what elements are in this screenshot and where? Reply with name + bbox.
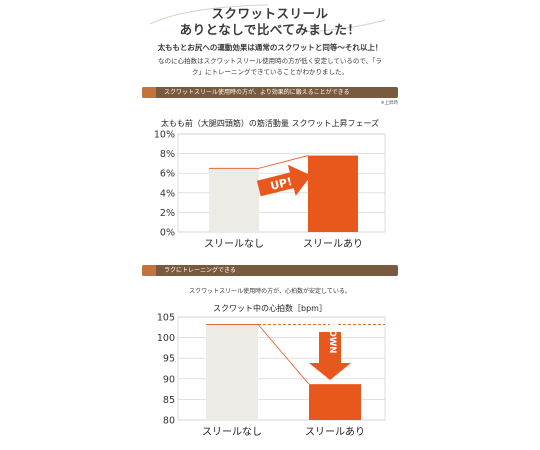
headline-swoosh-decoration bbox=[149, 4, 386, 33]
banner-cap-decoration bbox=[142, 265, 156, 276]
y-tick-label: 95 bbox=[163, 354, 175, 365]
bar-without-sliel bbox=[209, 168, 259, 232]
section1-banner: スクワットスリール使用時の方が、より効果的に鍛えることができる bbox=[142, 87, 398, 98]
up-arrow-shape bbox=[256, 164, 312, 197]
up-arrow-icon: UP! bbox=[256, 164, 312, 197]
x-category-label: スリールあり bbox=[305, 426, 365, 438]
bar-with-sliel bbox=[309, 384, 361, 420]
y-tick-label: 0% bbox=[160, 228, 175, 239]
y-tick-label: 85 bbox=[163, 395, 175, 406]
up-arrow-label: UP! bbox=[269, 175, 294, 193]
y-tick-label: 80 bbox=[163, 416, 175, 427]
section2-subtitle: スクワットスリール使用時の方が、心拍数が安定している。 bbox=[189, 288, 351, 295]
chart2-title: スクワット中の心拍数［bpm］ bbox=[213, 304, 327, 313]
y-tick-label: 90 bbox=[163, 374, 175, 385]
intro-bold-text: 太ももとお尻への運動効果は通常のスクワットと同等〜それ以上！ bbox=[157, 43, 383, 52]
y-tick-label: 10% bbox=[154, 130, 175, 141]
chart1-title: 太もも前（大腿四頭筋）の筋活動量 スクワット上昇フェーズ bbox=[160, 119, 380, 128]
chart2-heart-rate: 105 100 95 90 85 80 スリールなし スリールあり DOWN bbox=[157, 313, 386, 438]
intro-text-line-3: ク」にトレーニングできていることがわかりました。 bbox=[192, 68, 348, 76]
connector-line bbox=[257, 324, 310, 385]
section1-note: ※上昇時 bbox=[380, 101, 398, 106]
connector-line bbox=[258, 155, 309, 169]
down-arrow-icon bbox=[309, 332, 351, 380]
section2-banner: ラクにトレーニングできる bbox=[142, 265, 398, 276]
bar-without-sliel bbox=[206, 324, 258, 420]
y-tick-label: 100 bbox=[157, 333, 175, 344]
y-tick-label: 2% bbox=[160, 208, 175, 219]
intro-text-line-2: なのに心拍数はスクワットスリール使用時の方が低く安定しているので、「ラ bbox=[158, 57, 382, 65]
x-category-label: スリールなし bbox=[204, 238, 264, 250]
chart1-muscle-activity: 10% 8% 6% 4% 2% 0% スリールなし スリールあり UP! bbox=[154, 130, 386, 250]
headline-line-2: ありとなしで比べてみました！ bbox=[179, 22, 361, 37]
x-category-label: スリールなし bbox=[202, 426, 262, 438]
x-category-label: スリールあり bbox=[303, 238, 363, 250]
y-tick-label: 105 bbox=[157, 313, 175, 324]
headline: スクワットスリール ありとなしで比べてみました！ bbox=[0, 0, 540, 40]
headline-line-1: スクワットスリール bbox=[211, 6, 329, 21]
banner-cap-decoration bbox=[142, 87, 156, 98]
y-tick-label: 8% bbox=[160, 149, 175, 160]
down-arrow-label: DOWN bbox=[327, 323, 337, 354]
section1-banner-label: スクワットスリール使用時の方が、より効果的に鍛えることができる bbox=[164, 89, 350, 96]
y-tick-label: 4% bbox=[160, 188, 175, 199]
y-tick-label: 6% bbox=[160, 169, 175, 180]
bar-with-sliel bbox=[308, 155, 358, 232]
section2-banner-label: ラクにトレーニングできる bbox=[164, 267, 236, 274]
